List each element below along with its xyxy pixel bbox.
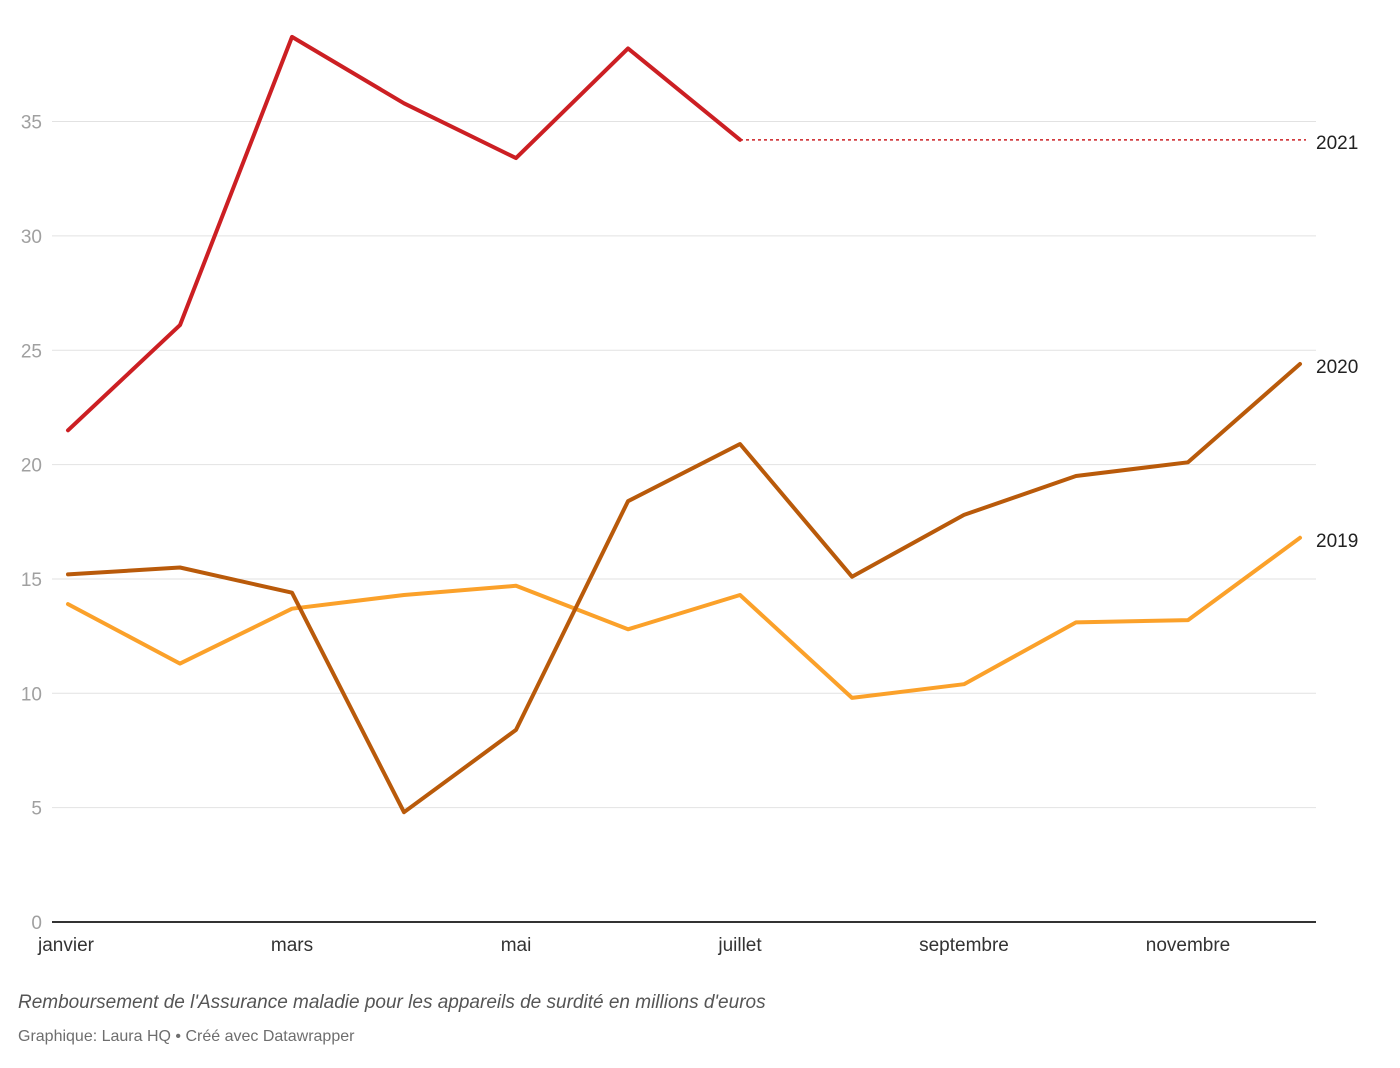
gridlines	[52, 121, 1316, 809]
x-axis: janvier mars mai juillet septembre novembre	[37, 921, 1316, 956]
series-line-2020	[66, 362, 1302, 815]
chart-credit: Graphique: Laura HQ • Créé avec Datawrap…	[18, 1028, 355, 1045]
chart-caption: Remboursement de l'Assurance maladie pou…	[18, 992, 766, 1013]
line-chart: 0 5 10 15 20 25 30 35 janvier mars mai juillet sept…	[21, 34, 1358, 956]
y-tick-label: 35	[21, 113, 42, 134]
x-tick-label: janvier	[37, 935, 95, 956]
y-tick-label: 15	[21, 570, 42, 591]
y-tick-label: 20	[21, 456, 42, 477]
series-line-2019	[66, 535, 1302, 700]
series-lines	[66, 34, 1306, 815]
series-line-2021	[66, 34, 742, 433]
y-tick-label: 25	[21, 341, 42, 362]
x-tick-label: mai	[501, 935, 532, 956]
series-label-2021: 2021	[1316, 133, 1358, 154]
series-label-2019: 2019	[1316, 531, 1358, 552]
y-tick-label: 0	[31, 913, 42, 934]
y-tick-label: 10	[21, 684, 42, 705]
y-tick-label: 30	[21, 227, 42, 248]
x-tick-label: mars	[271, 935, 313, 956]
x-tick-label: novembre	[1146, 935, 1231, 956]
x-tick-label: septembre	[919, 935, 1009, 956]
x-tick-label: juillet	[717, 935, 762, 956]
y-tick-label: 5	[31, 799, 42, 820]
series-labels: 2019 2020 2021	[1316, 133, 1358, 552]
y-axis: 0 5 10 15 20 25 30 35	[21, 113, 42, 934]
series-label-2020: 2020	[1316, 357, 1358, 378]
